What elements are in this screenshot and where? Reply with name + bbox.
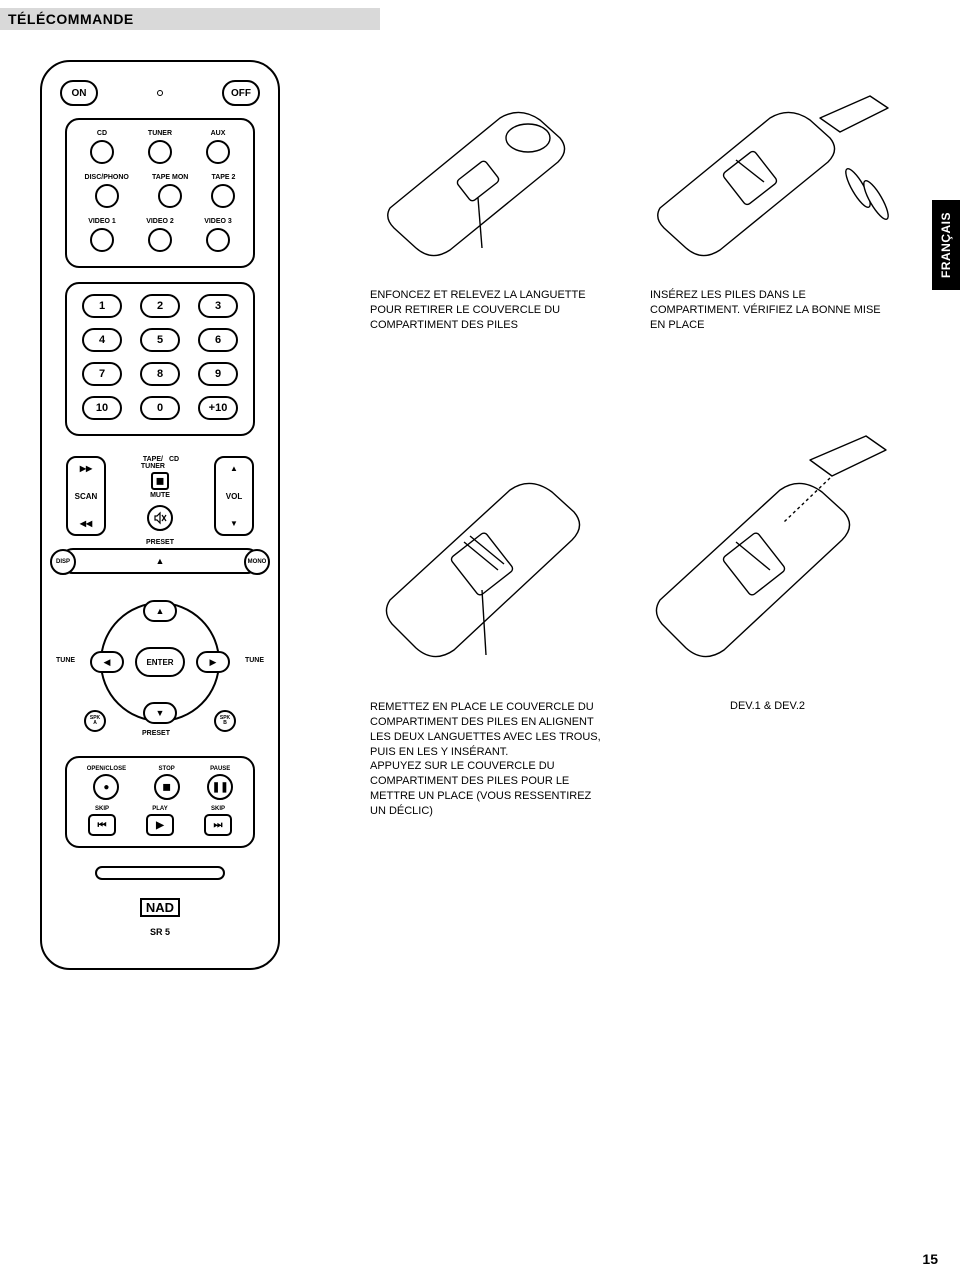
mute-button[interactable]	[147, 505, 173, 531]
play-button[interactable]: PLAY▶	[146, 806, 174, 836]
num-9[interactable]: 9	[198, 362, 238, 386]
mute-column: TAPE/ TUNER CD ◼ MUTE	[141, 456, 179, 536]
page-number: 15	[922, 1251, 938, 1267]
preset-label: PRESET	[144, 539, 176, 546]
scan-rocker[interactable]: ▶▶ SCAN ◀◀	[66, 456, 106, 536]
instruction-step-2: INSÉREZ LES PILES DANS LE COMPARTIMENT. …	[650, 288, 890, 333]
language-tab: FRANÇAIS	[932, 200, 960, 290]
dpad-down[interactable]: ▼	[143, 702, 177, 724]
dpad-zone: ENTER ▲ ▼ ◀ ▶ TUNE TUNE SPK A SPK B PRES…	[60, 592, 260, 752]
dev-label: DEV.1 & DEV.2	[730, 700, 805, 712]
source-tape-2[interactable]: TAPE 2	[211, 174, 235, 208]
source-disc-phono[interactable]: DISC/PHONO	[85, 174, 129, 208]
ir-led-icon	[157, 90, 163, 96]
source-panel: CD TUNER AUX DISC/PHONO TAPE MON TAPE 2 …	[65, 118, 255, 268]
enter-button[interactable]: ENTER	[135, 647, 185, 677]
spk-b-button[interactable]: SPK B	[214, 710, 236, 732]
battery-diagram-2	[640, 78, 900, 268]
mid-section: ▶▶ SCAN ◀◀ TAPE/ TUNER CD ◼ MUTE ▲ VOL ▼	[60, 456, 260, 536]
num-2[interactable]: 2	[140, 294, 180, 318]
tune-right-label: TUNE	[245, 657, 264, 664]
battery-diagram-1	[360, 78, 600, 268]
transport-panel: OPEN/CLOSE● STOP◼ PAUSE❚❚ SKIP⏮ PLAY▶ SK…	[65, 756, 255, 848]
preset-bar[interactable]: PRESET ▲ DISP MONO	[60, 548, 260, 574]
battery-diagram-4	[640, 430, 900, 680]
num-7[interactable]: 7	[82, 362, 122, 386]
brand-label: NAD	[140, 898, 180, 917]
vol-rocker[interactable]: ▲ VOL ▼	[214, 456, 254, 536]
power-row: ON OFF	[60, 80, 260, 106]
num-10[interactable]: 10	[82, 396, 122, 420]
dpad-up[interactable]: ▲	[143, 600, 177, 622]
source-aux[interactable]: AUX	[206, 130, 230, 164]
num-8[interactable]: 8	[140, 362, 180, 386]
num-6[interactable]: 6	[198, 328, 238, 352]
model-label: SR 5	[150, 927, 170, 937]
source-tuner[interactable]: TUNER	[148, 130, 172, 164]
skip-fwd-button[interactable]: SKIP⏭	[204, 806, 232, 836]
num-plus10[interactable]: +10	[198, 396, 238, 420]
num-1[interactable]: 1	[82, 294, 122, 318]
mono-button[interactable]: MONO	[244, 549, 270, 575]
number-panel: 1 2 3 4 5 6 7 8 9 10 0 +10	[65, 282, 255, 436]
remote-control: ON OFF CD TUNER AUX DISC/PHONO TAPE MON …	[40, 60, 280, 970]
stop-button[interactable]: STOP◼	[154, 766, 180, 800]
pause-button[interactable]: PAUSE❚❚	[207, 766, 233, 800]
on-button[interactable]: ON	[60, 80, 98, 106]
dpad-left[interactable]: ◀	[90, 651, 124, 673]
tape-cd-button[interactable]: ◼	[151, 472, 169, 490]
instruction-step-3: REMETTEZ EN PLACE LE COUVERCLE DU COMPAR…	[370, 700, 610, 819]
spk-a-button[interactable]: SPK A	[84, 710, 106, 732]
num-3[interactable]: 3	[198, 294, 238, 318]
language-tab-text: FRANÇAIS	[939, 212, 953, 278]
num-5[interactable]: 5	[140, 328, 180, 352]
skip-back-button[interactable]: SKIP⏮	[88, 806, 116, 836]
open-close-button[interactable]: OPEN/CLOSE●	[87, 766, 126, 800]
section-header: TÉLÉCOMMANDE	[0, 8, 380, 30]
source-tape-mon[interactable]: TAPE MON	[152, 174, 188, 208]
num-0[interactable]: 0	[140, 396, 180, 420]
battery-diagram-3	[360, 430, 600, 680]
ir-window-icon	[95, 866, 225, 880]
source-video-2[interactable]: VIDEO 2	[146, 218, 174, 252]
preset-down-label: PRESET	[142, 730, 170, 737]
tune-left-label: TUNE	[56, 657, 75, 664]
instruction-step-1: ENFONCEZ ET RELEVEZ LA LANGUETTE POUR RE…	[370, 288, 610, 333]
disp-button[interactable]: DISP	[50, 549, 76, 575]
mute-icon	[153, 511, 167, 525]
source-cd[interactable]: CD	[90, 130, 114, 164]
source-video-1[interactable]: VIDEO 1	[88, 218, 116, 252]
dpad-right[interactable]: ▶	[196, 651, 230, 673]
off-button[interactable]: OFF	[222, 80, 260, 106]
num-4[interactable]: 4	[82, 328, 122, 352]
source-video-3[interactable]: VIDEO 3	[204, 218, 232, 252]
